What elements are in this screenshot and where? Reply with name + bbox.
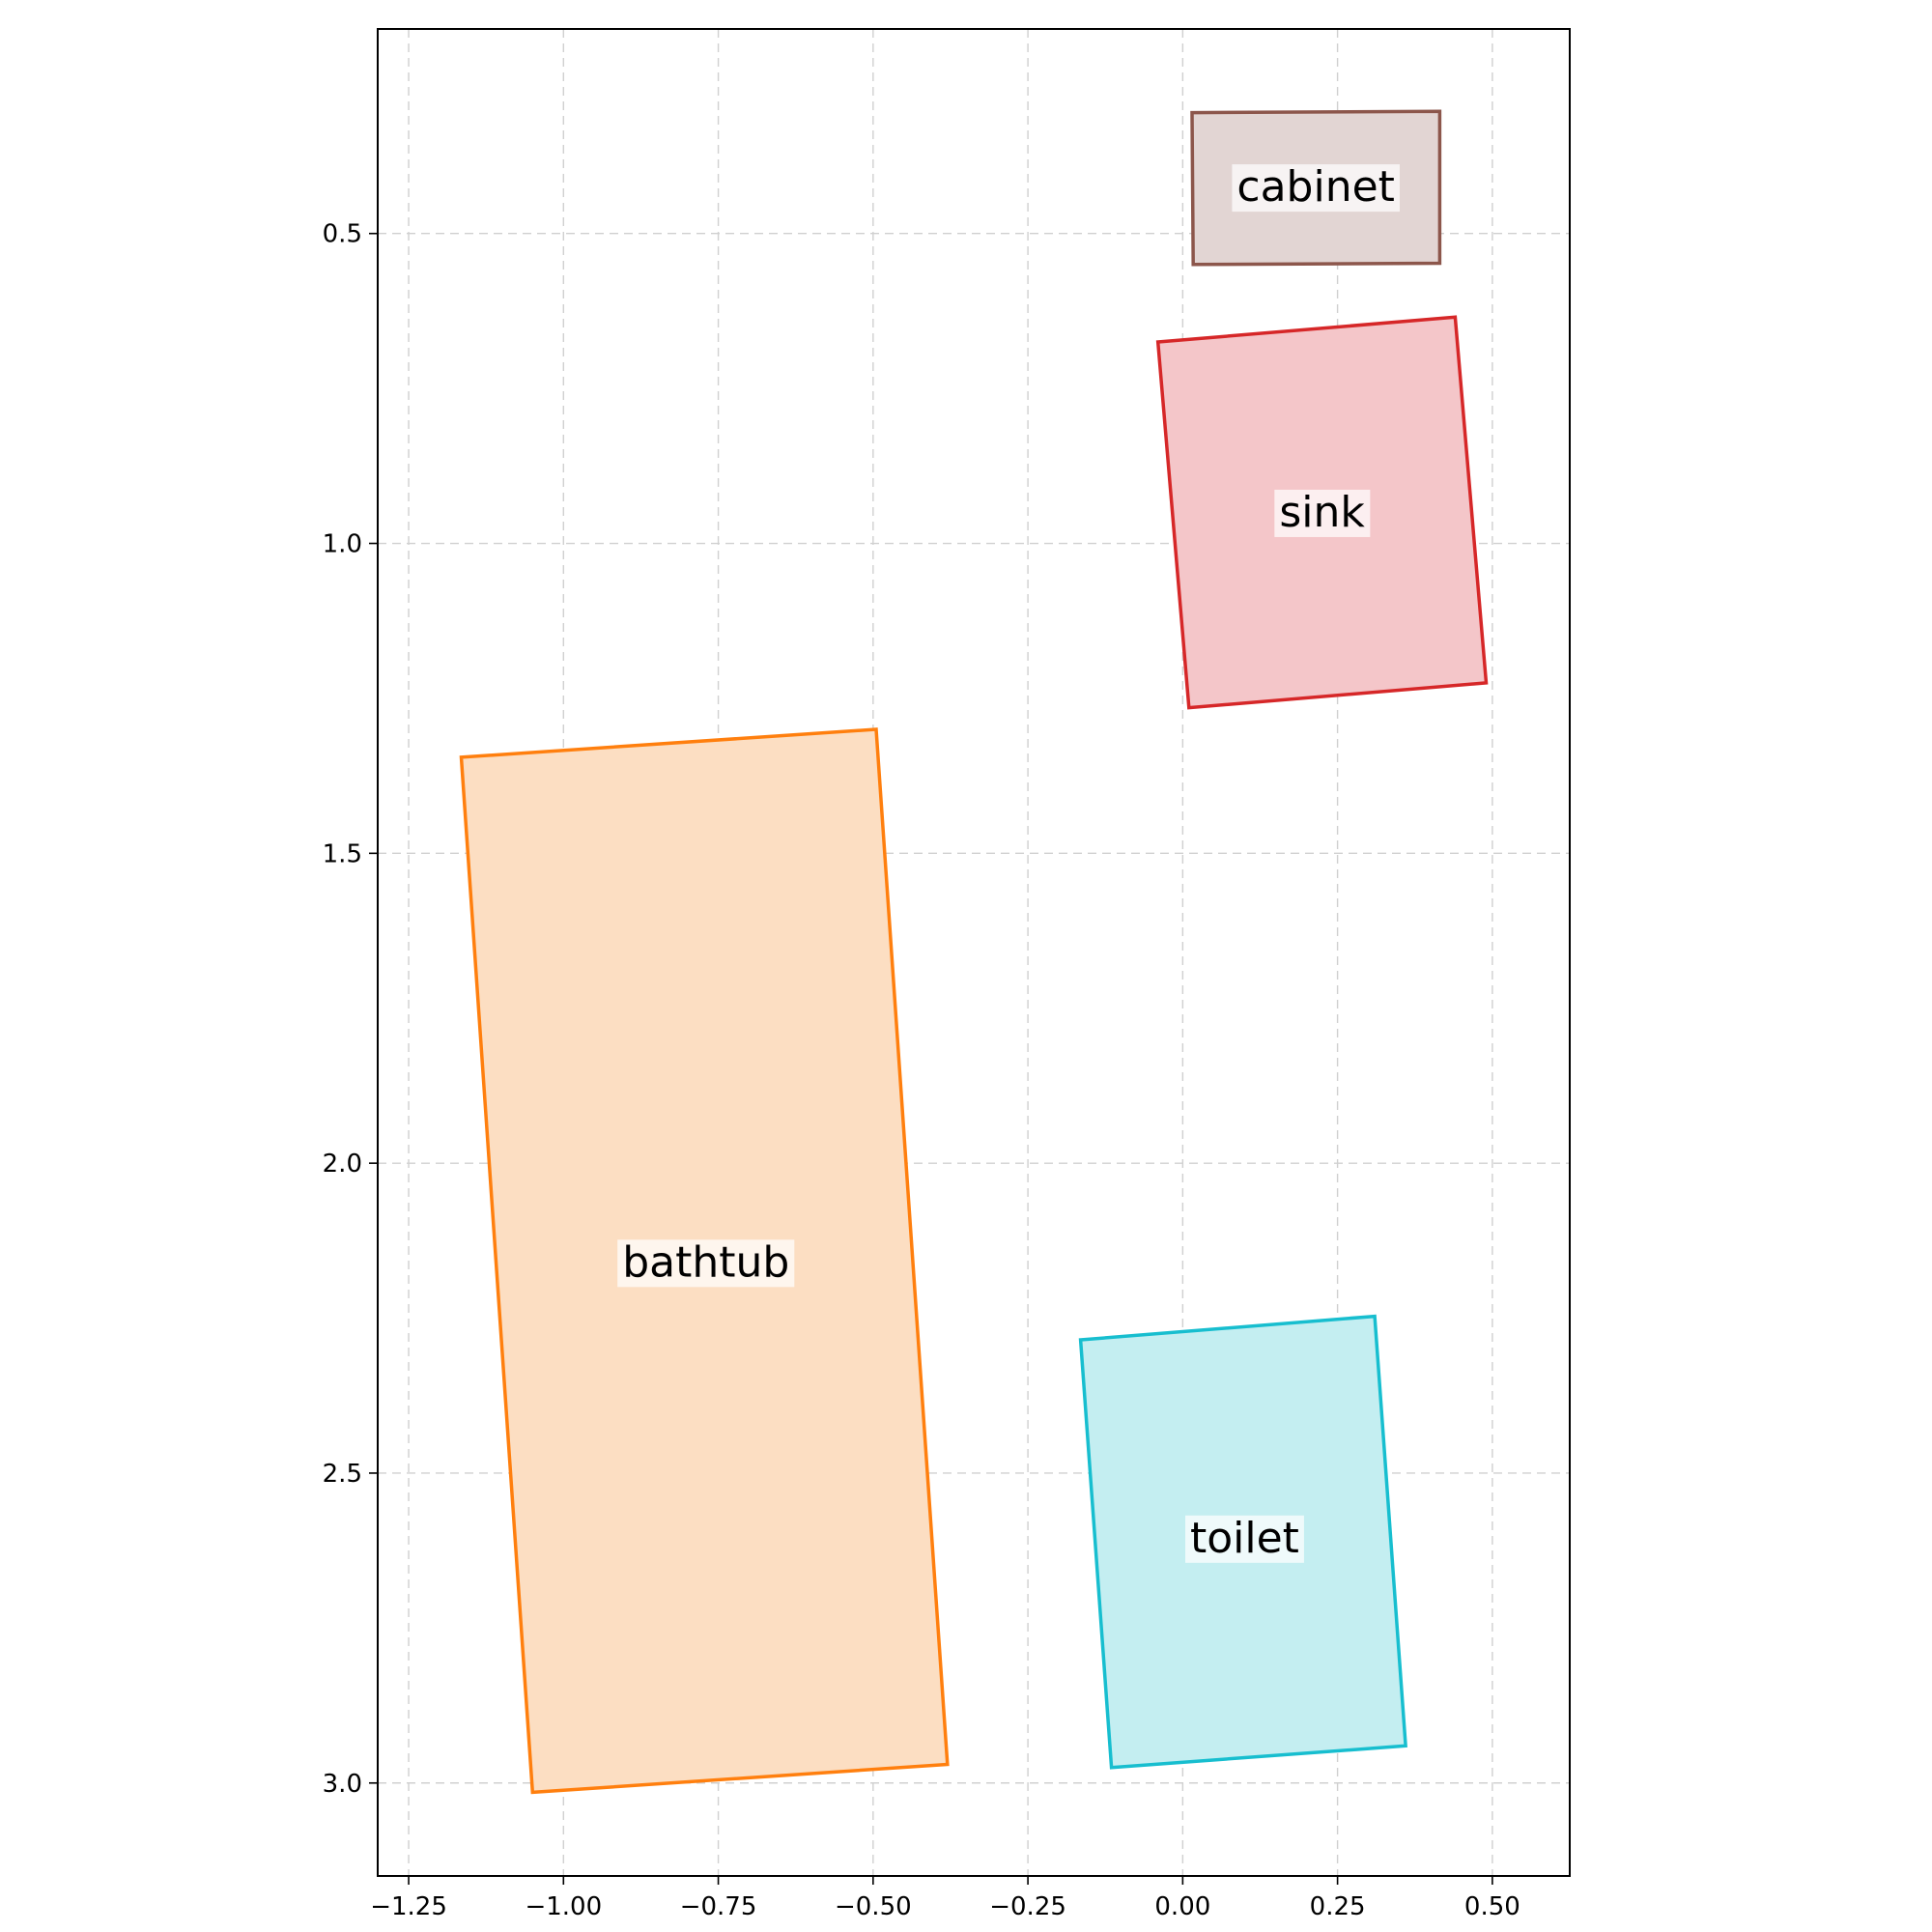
cabinet-label-group: cabinet <box>1232 162 1400 213</box>
x-tick-label: −1.00 <box>525 1892 602 1921</box>
x-tick-label: −1.25 <box>370 1892 447 1921</box>
x-tick-label: −0.25 <box>989 1892 1066 1921</box>
toilet-label-background <box>1184 1515 1304 1563</box>
sink-label-background <box>1274 489 1371 537</box>
sink-label: sink <box>1279 488 1365 537</box>
y-tick-label: 1.5 <box>323 839 362 868</box>
bathtub-label-group: bathtub <box>617 1237 795 1288</box>
y-tick-label: 1.0 <box>323 530 362 559</box>
toilet-label: toilet <box>1190 1514 1299 1563</box>
furniture-labels: cabinet sink bathtub toilet <box>617 162 1400 1563</box>
x-tick-label: −0.50 <box>835 1892 912 1921</box>
y-tick-label: 2.5 <box>323 1460 362 1489</box>
cabinet-label-background <box>1232 164 1400 213</box>
x-tick-label: 0.00 <box>1154 1892 1210 1921</box>
y-tick-label: 2.0 <box>323 1150 362 1179</box>
cabinet-label: cabinet <box>1236 162 1395 212</box>
y-tick-label: 3.0 <box>323 1770 362 1799</box>
y-tick-label: 0.5 <box>323 220 362 249</box>
furniture-layer <box>459 109 1489 1795</box>
bathtub-label-background <box>617 1239 795 1288</box>
axis-ticks: −1.25 −1.00 −0.75 −0.50 −0.25 0.00 0.25 0.50 0.5… <box>323 220 1520 1921</box>
toilet-label-group: toilet <box>1184 1514 1304 1563</box>
x-tick-label: 0.25 <box>1310 1892 1366 1921</box>
x-tick-label: −0.75 <box>680 1892 757 1921</box>
sink-label-group: sink <box>1274 488 1371 537</box>
bathtub-label: bathtub <box>622 1237 789 1287</box>
x-tick-label: 0.50 <box>1464 1892 1520 1921</box>
plot-frame <box>377 28 1571 1877</box>
